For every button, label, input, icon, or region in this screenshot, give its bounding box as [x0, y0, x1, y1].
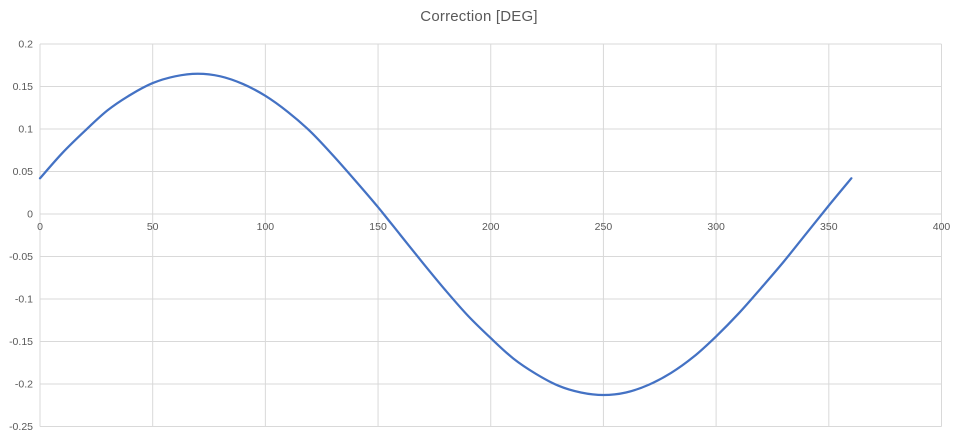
x-axis-tick-label: 0 — [37, 221, 43, 233]
x-axis-tick-label: 350 — [820, 221, 838, 233]
y-axis-tick-label: 0.1 — [18, 124, 33, 136]
x-axis-tick-label: 150 — [369, 221, 387, 233]
x-axis-tick-label: 100 — [257, 221, 275, 233]
x-axis-tick-label: 300 — [707, 221, 725, 233]
x-axis-tick-label: 200 — [482, 221, 500, 233]
y-axis-tick-label: -0.2 — [15, 379, 33, 391]
y-axis-tick-label: -0.15 — [9, 336, 33, 348]
x-axis-tick-label: 50 — [147, 221, 159, 233]
y-axis-tick-label: -0.05 — [9, 251, 33, 263]
y-axis-tick-label: 0.15 — [13, 81, 34, 93]
y-axis-tick-label: 0.2 — [18, 39, 33, 51]
y-axis-tick-label: -0.1 — [15, 294, 33, 306]
x-axis-tick-label: 250 — [595, 221, 613, 233]
chart-title: Correction [DEG] — [420, 8, 538, 25]
y-axis-tick-label: -0.25 — [9, 421, 33, 433]
y-axis-tick-label: 0 — [27, 209, 33, 221]
x-axis-tick-label: 400 — [933, 221, 951, 233]
y-axis-tick-label: 0.05 — [13, 166, 34, 178]
series-line — [38, 72, 853, 397]
